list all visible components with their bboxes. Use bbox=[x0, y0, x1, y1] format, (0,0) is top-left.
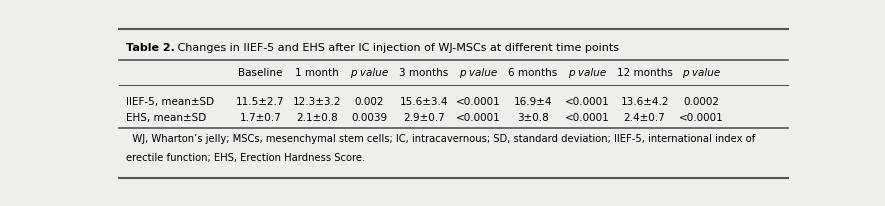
Text: 12 months: 12 months bbox=[617, 68, 673, 78]
Text: 11.5±2.7: 11.5±2.7 bbox=[236, 97, 285, 107]
Text: Baseline: Baseline bbox=[238, 68, 282, 78]
Text: 0.002: 0.002 bbox=[355, 97, 384, 107]
Text: <0.0001: <0.0001 bbox=[457, 112, 501, 123]
Text: 16.9±4: 16.9±4 bbox=[514, 97, 552, 107]
Text: EHS, mean±SD: EHS, mean±SD bbox=[127, 112, 207, 123]
Text: p value: p value bbox=[459, 68, 497, 78]
Text: 15.6±3.4: 15.6±3.4 bbox=[400, 97, 449, 107]
Text: p value: p value bbox=[682, 68, 720, 78]
Text: 0.0002: 0.0002 bbox=[683, 97, 720, 107]
Text: 0.0039: 0.0039 bbox=[351, 112, 388, 123]
Text: 2.4±0.7: 2.4±0.7 bbox=[624, 112, 666, 123]
Text: 6 months: 6 months bbox=[509, 68, 558, 78]
Text: <0.0001: <0.0001 bbox=[566, 97, 610, 107]
Text: <0.0001: <0.0001 bbox=[566, 112, 610, 123]
Text: 2.1±0.8: 2.1±0.8 bbox=[296, 112, 338, 123]
Text: Changes in IIEF-5 and EHS after IC injection of WJ-MSCs at different time points: Changes in IIEF-5 and EHS after IC injec… bbox=[173, 43, 619, 53]
Text: 3±0.8: 3±0.8 bbox=[517, 112, 549, 123]
Text: <0.0001: <0.0001 bbox=[457, 97, 501, 107]
Text: erectile function; EHS, Erection Hardness Score.: erectile function; EHS, Erection Hardnes… bbox=[126, 152, 365, 162]
Text: 1.7±0.7: 1.7±0.7 bbox=[240, 112, 281, 123]
Text: 3 months: 3 months bbox=[399, 68, 449, 78]
Text: Table 2.: Table 2. bbox=[126, 43, 174, 53]
Text: <0.0001: <0.0001 bbox=[679, 112, 724, 123]
Text: 12.3±3.2: 12.3±3.2 bbox=[293, 97, 342, 107]
Text: 1 month: 1 month bbox=[296, 68, 339, 78]
Text: IIEF-5, mean±SD: IIEF-5, mean±SD bbox=[127, 97, 214, 107]
Text: p value: p value bbox=[568, 68, 607, 78]
Text: p value: p value bbox=[350, 68, 389, 78]
Text: 13.6±4.2: 13.6±4.2 bbox=[620, 97, 669, 107]
Text: WJ, Wharton’s jelly; MSCs, mesenchymal stem cells; IC, intracavernous; SD, stand: WJ, Wharton’s jelly; MSCs, mesenchymal s… bbox=[123, 133, 755, 143]
Text: 2.9±0.7: 2.9±0.7 bbox=[404, 112, 445, 123]
